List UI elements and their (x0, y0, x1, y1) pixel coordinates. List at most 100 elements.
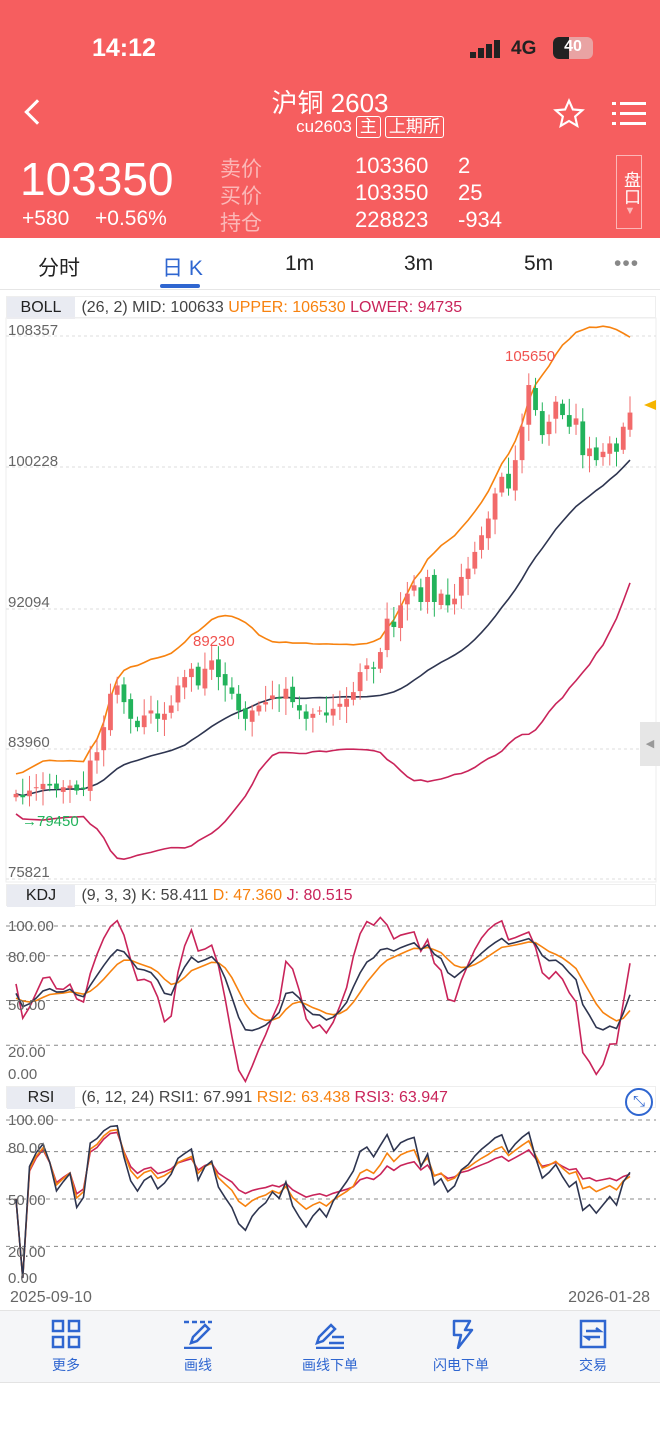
candle-body (60, 787, 66, 792)
signal-icon (470, 40, 506, 58)
exchange-badge: 上期所 (384, 116, 444, 138)
candle-body (256, 705, 262, 712)
candle-body (587, 448, 592, 457)
lightning-icon (452, 1319, 474, 1349)
order-book-button[interactable]: 盘口▼ (616, 155, 642, 229)
rsi-axis-label: 20.00 (8, 1244, 46, 1261)
oi-change: -934 (458, 207, 503, 232)
draw-order-label: 画线下单 (302, 1357, 358, 1373)
candle-body (249, 710, 255, 722)
boll-lower: LOWER: 94735 (350, 299, 463, 316)
kdj-axis-label: 0.00 (8, 1066, 38, 1083)
candle-body (310, 713, 316, 718)
draw-line-icon (184, 1320, 212, 1349)
rsi-axis-label: 0.00 (8, 1270, 38, 1287)
expand-icon[interactable]: ⤡ (625, 1088, 653, 1116)
candle-body (290, 686, 296, 703)
candle-body (108, 693, 113, 731)
candle-body (323, 712, 329, 716)
candle-body (580, 421, 586, 456)
star-icon[interactable] (552, 98, 586, 130)
candle-body (452, 598, 457, 605)
boll-mid: (26, 2) MID: 100633 (81, 299, 224, 316)
draw-line-label: 画线 (184, 1357, 212, 1373)
candle-body (391, 621, 397, 628)
rsi1: (6, 12, 24) RSI1: 67.991 (81, 1089, 253, 1106)
chart-area[interactable] (0, 0, 660, 1300)
start-date: 2025-09-10 (10, 1289, 92, 1306)
candle-body (269, 695, 275, 700)
candle-body (168, 705, 174, 713)
ask-price: 103360 (355, 153, 429, 178)
trade-label: 交易 (579, 1357, 607, 1373)
candle-body (243, 708, 248, 719)
candle-body (539, 411, 545, 436)
kdj-legend: KDJ (9, 3, 3) K: 58.411 D: 47.360 J: 80.… (6, 884, 656, 907)
ask-volume: 2 (458, 153, 471, 178)
kdj-indicator-selector[interactable]: KDJ (7, 885, 75, 907)
boll-mid-line (15, 459, 631, 797)
end-date: 2026-01-28 (568, 1289, 650, 1306)
candle-body (458, 576, 464, 596)
candle-body (425, 576, 430, 602)
candle-body (81, 787, 86, 789)
tab-1m[interactable]: 1m (285, 252, 315, 275)
side-drawer-handle[interactable]: ◀ (640, 722, 660, 766)
kdj-j-line (15, 916, 631, 1084)
rsi1-line (15, 1124, 631, 1279)
period-high-label: 105650 (505, 348, 556, 365)
candle-body (371, 667, 377, 669)
kdj-j: J: 80.515 (286, 887, 353, 904)
menu-icon[interactable] (612, 100, 646, 128)
status-time: 14:12 (92, 34, 156, 62)
candle-body (40, 783, 46, 790)
rsi-axis-label: 100.00 (8, 1112, 54, 1129)
tab-3m[interactable]: 3m (404, 252, 434, 275)
candle-body (87, 760, 93, 791)
tab-intraday[interactable]: 分时 (38, 257, 80, 280)
price-axis-label: 83960 (8, 734, 50, 751)
candle-body (303, 711, 309, 719)
trade-icon (579, 1319, 607, 1349)
candle-body (148, 710, 154, 714)
draw-order-button[interactable]: 画线下单 (275, 1311, 385, 1375)
kdj-k-line (15, 937, 631, 1032)
candle-body (411, 585, 417, 591)
candle-body (364, 665, 370, 670)
flash-order-button[interactable]: 闪电下单 (406, 1311, 516, 1375)
candle-body (533, 388, 538, 411)
candle-body (276, 697, 282, 699)
price-axis-label: 100228 (8, 453, 59, 470)
candle-body (162, 713, 167, 720)
price-axis-label: 108357 (8, 322, 59, 339)
candle-body (465, 568, 471, 579)
rsi-axis-label: 80.00 (8, 1140, 46, 1157)
price-axis-label: 75821 (8, 864, 50, 881)
period-tabs: 分时 日 K 1m 3m 5m ••• (0, 238, 660, 290)
trade-button[interactable]: 交易 (538, 1311, 648, 1375)
kdj-k: (9, 3, 3) K: 58.411 (81, 887, 209, 904)
candle-body (283, 688, 289, 699)
last-price: 103350 (20, 153, 174, 205)
tab-5m[interactable]: 5m (524, 252, 554, 275)
candle-body (135, 720, 140, 728)
candle-body (593, 447, 599, 461)
candle-body (404, 593, 410, 605)
candle-body (398, 605, 403, 629)
rsi-indicator-selector[interactable]: RSI (7, 1087, 75, 1109)
boll-upper: UPPER: 106530 (228, 299, 346, 316)
tab-daily-k[interactable]: 日 K (162, 257, 203, 280)
boll-legend: BOLL (26, 2) MID: 100633 UPPER: 106530 L… (6, 296, 656, 319)
more-button[interactable]: 更多 (11, 1311, 121, 1375)
main-contract-badge: 主 (355, 116, 381, 138)
more-periods-icon[interactable]: ••• (614, 252, 640, 275)
candle-body (350, 692, 356, 700)
candle-body (175, 685, 181, 703)
candle-body (485, 518, 491, 539)
candle-body (330, 708, 336, 716)
open-interest: 228823 (355, 207, 429, 232)
draw-line-button[interactable]: 画线 (143, 1311, 253, 1375)
boll-indicator-selector[interactable]: BOLL (7, 297, 75, 319)
kdj-d: D: 47.360 (212, 887, 283, 904)
candle-body (94, 752, 100, 761)
